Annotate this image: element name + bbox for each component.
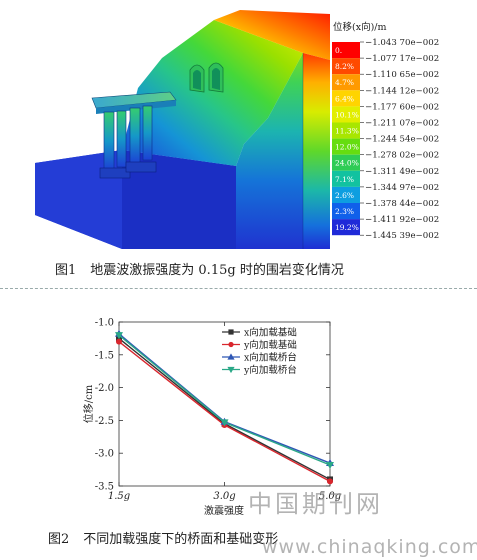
- series-line: [118, 334, 331, 466]
- bridge-pier: [142, 105, 153, 161]
- series-line: [118, 333, 331, 464]
- legend-level-label: −1.144 12e−002: [365, 86, 439, 96]
- figure-2-number: 图2: [48, 532, 70, 547]
- legend-level-label: −1.411 92e−002: [365, 215, 439, 225]
- legend-percent: 7.1%: [335, 175, 354, 184]
- bridge-pier: [129, 107, 141, 165]
- legend-percent: 10.1%: [335, 110, 359, 119]
- legend-level-label: −1.311 49e−002: [365, 167, 439, 177]
- data-point: [115, 332, 123, 340]
- figure-1-number: 图1: [55, 263, 77, 278]
- legend-percent: 8.2%: [335, 62, 354, 71]
- legend-entry: x向加载基础: [244, 327, 297, 339]
- watermark-url: www.chinaqking.com: [262, 536, 477, 558]
- y-tick-label: -3.0: [95, 449, 114, 460]
- section-divider: [0, 288, 477, 289]
- legend-level-label: −1.445 39e−002: [365, 231, 439, 241]
- legend-swatch: [332, 106, 360, 123]
- legend-entry: x向加载桥台: [244, 352, 297, 364]
- legend-percent: 0.: [335, 46, 342, 55]
- watermark-chinese: 中国期刊网: [248, 490, 383, 518]
- chart-axes: -1.0 -1.5 -2.0 -2.5 -3.0 -3.51.5g 3.0g 5.0g: [95, 318, 341, 503]
- legend-percent: 24.0%: [335, 159, 359, 168]
- legend-swatch: [332, 154, 360, 171]
- legend-level-label: −1.077 17e−002: [365, 54, 439, 64]
- legend-percent: 6.4%: [335, 94, 354, 103]
- bridge-pier: [103, 111, 115, 171]
- legend-marker: [228, 341, 234, 348]
- y-tick-label: -2.5: [95, 416, 114, 427]
- y-tick-label: -2.0: [95, 383, 114, 394]
- x-tick-label: 1.5g: [108, 491, 130, 502]
- legend-level-label: −1.211 07e−002: [365, 119, 439, 129]
- legend-entry: y向加载基础: [243, 339, 297, 351]
- data-point: [220, 419, 229, 427]
- figure-2-caption: 图2 不同加载强度下的桥面和基础变形: [48, 528, 278, 547]
- y-tick-label: -1.5: [95, 350, 114, 361]
- legend-percent: 2.6%: [335, 191, 354, 200]
- legend-level-label: −1.244 54e−002: [365, 135, 439, 145]
- legend-marker: [228, 329, 234, 335]
- legend-marker: [227, 366, 235, 374]
- figure-2: -1.0 -1.5 -2.0 -2.5 -3.0 -3.5 1.5g 3.0g 5.0g x向加…: [0, 300, 477, 560]
- legend-swatch: [332, 58, 360, 75]
- figure-2-caption-text: 不同加载强度下的桥面和基础变形: [83, 532, 279, 547]
- data-point: [116, 338, 122, 345]
- legend-level-label: −1.110 65e−002: [365, 70, 439, 80]
- legend-marker: [227, 353, 235, 360]
- x-tick-label: 3.0g: [213, 491, 235, 502]
- y-axis-label: 位移/cm: [82, 384, 95, 423]
- legend-percent: 19.2%: [335, 223, 359, 232]
- legend-level-label: −1.278 02e−002: [365, 151, 439, 161]
- base-block-front-face: [122, 150, 236, 249]
- y-tick-label: -3.5: [95, 482, 114, 493]
- figure-1-caption-text: 地震波激振强度为 0.15g 时的围岩变化情况: [90, 263, 344, 278]
- legend-percent: 12.0%: [335, 143, 359, 152]
- legend-percent: 11.3%: [335, 127, 359, 136]
- legend-level-label: −1.378 44e−002: [365, 199, 439, 209]
- pile-cap: [125, 161, 157, 173]
- plot-frame: [118, 321, 331, 487]
- slope-surface: [122, 20, 303, 166]
- legend-title: 位移(x向)/m: [333, 21, 386, 33]
- cut-face: [236, 53, 303, 249]
- legend-swatch: [332, 219, 360, 236]
- legend-swatch: [332, 74, 360, 91]
- legend-percent: 4.7%: [335, 78, 354, 87]
- chart-series: [115, 329, 334, 485]
- pile-cap: [99, 167, 131, 179]
- legend-swatch: [332, 170, 360, 187]
- legend-swatch: [332, 122, 360, 139]
- legend-level-label: −1.177 60e−002: [365, 102, 439, 112]
- contour-legend: 位移(x向)/m 0. 8.2% 4.7% 6.4% 10.1% 11.3% 12.0% 24…: [332, 21, 439, 241]
- bridge-pier: [116, 110, 127, 168]
- legend-swatch: [332, 138, 360, 155]
- figure-1-caption: 图1 地震波激振强度为 0.15g 时的围岩变化情况: [55, 259, 344, 278]
- x-axis-label: 激震强度: [204, 504, 244, 517]
- legend-level-label: −1.043 70e−002: [365, 38, 439, 48]
- legend-level-label: −1.344 97e−002: [365, 183, 439, 193]
- legend-entry: y向加载桥台: [243, 364, 297, 376]
- top-platform: [214, 10, 330, 60]
- legend-swatch: [332, 90, 360, 107]
- x-tick-label: 5.0g: [319, 491, 341, 502]
- figure-1: 位移(x向)/m 0. 8.2% 4.7% 6.4% 10.1% 11.3% 12.0% 24…: [0, 0, 477, 278]
- legend-swatch: [332, 42, 360, 59]
- y-tick-label: -1.0: [95, 318, 114, 329]
- series-line: [118, 341, 331, 483]
- bridge-deck-edge: [96, 100, 176, 114]
- data-point: [327, 478, 333, 485]
- figure-1-contour-plot: 位移(x向)/m 0. 8.2% 4.7% 6.4% 10.1% 11.3% 12.0% 24…: [35, 10, 439, 249]
- figure-2-line-chart: -1.0 -1.5 -2.0 -2.5 -3.0 -3.51.5g 3.0g 5.0g x向加…: [82, 318, 341, 518]
- right-face: [303, 53, 330, 249]
- legend-swatch: [332, 186, 360, 203]
- data-point: [326, 462, 334, 470]
- legend-percent: 2.3%: [335, 207, 354, 216]
- legend-swatch: [332, 203, 360, 220]
